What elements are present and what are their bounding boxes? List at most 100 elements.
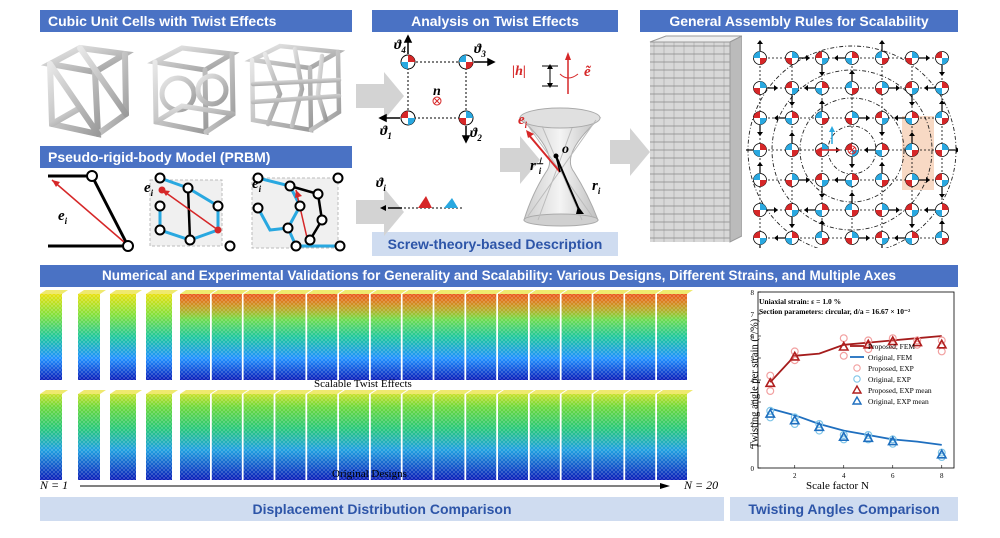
legend-entry: Proposed, FEM xyxy=(850,342,915,351)
lattice-displacement-block xyxy=(275,390,312,480)
lattice-displacement-block xyxy=(402,290,439,380)
data-point xyxy=(815,420,824,429)
data-point xyxy=(864,345,873,354)
prbm-link-diagram-2 xyxy=(149,172,236,252)
chart-y-axis-title: Twisting angle per strain (°/%) xyxy=(749,318,761,449)
lattice-displacement-block xyxy=(78,290,106,380)
y-tick-label: 5 xyxy=(751,355,755,363)
data-point xyxy=(888,334,897,343)
legend-label: Original, EXP xyxy=(868,375,911,384)
scalable-twist-label: Scalable Twist Effects xyxy=(314,378,412,390)
x-tick-label: 8 xyxy=(940,472,944,480)
lattice-displacement-block xyxy=(402,390,439,480)
series-original-exp-mean xyxy=(764,407,948,459)
prbm-label-e-3: ei xyxy=(252,176,262,194)
assembly-grid-diagram xyxy=(746,40,958,248)
lattice-displacement-block xyxy=(593,390,630,480)
lattice-tower-render xyxy=(649,35,742,243)
series-original-fem xyxy=(770,407,942,446)
rotation-marker-icon xyxy=(845,111,870,125)
y-tick-label: 8 xyxy=(751,289,755,297)
theta-1-label: ϑ1 xyxy=(380,124,392,141)
lattice-displacement-block xyxy=(529,390,566,480)
e-i-label: ei xyxy=(518,112,528,130)
data-point xyxy=(864,336,873,345)
lattice-displacement-block xyxy=(243,290,280,380)
chart-annotation-section: Section parameters: circular, d/a = 16.6… xyxy=(759,307,911,316)
lattice-displacement-block xyxy=(657,290,693,380)
rotation-marker-icon xyxy=(753,40,767,65)
lattice-displacement-block xyxy=(146,290,178,380)
rotation-marker-icon xyxy=(894,111,919,125)
rotation-marker-icon xyxy=(834,173,859,187)
original-designs-label: Original Designs xyxy=(332,468,407,480)
legend-label: Proposed, EXP mean xyxy=(868,386,932,395)
y-tick-label: 7 xyxy=(751,311,755,319)
prbm-link-diagram-3 xyxy=(251,172,346,252)
y-tick-label: 4 xyxy=(751,377,755,385)
rotation-marker-icon xyxy=(753,162,767,187)
rotation-marker-icon xyxy=(785,81,799,106)
data-point xyxy=(838,340,850,351)
legend-entry: Proposed, EXP mean xyxy=(851,384,932,395)
lattice-displacement-block xyxy=(625,390,662,480)
x-tick-label: 4 xyxy=(842,472,846,480)
rotation-marker-icon xyxy=(905,51,930,65)
y-tick-label: 2 xyxy=(751,421,755,429)
lattice-displacement-block xyxy=(625,290,662,380)
y-tick-label: 1 xyxy=(751,443,755,451)
rotation-marker-icon xyxy=(746,143,767,157)
rotation-marker-icon xyxy=(935,51,949,76)
rotation-marker-icon xyxy=(924,203,949,217)
chart-x-axis-title: Scale factor N xyxy=(806,480,869,492)
rotation-marker-icon xyxy=(785,203,799,228)
o-point-label: o xyxy=(562,142,569,157)
rotation-marker-icon xyxy=(864,143,889,157)
y-tick-label: 0 xyxy=(751,465,755,473)
rotation-marker-icon xyxy=(845,70,859,95)
rotation-marker-icon xyxy=(924,81,949,95)
rotation-marker-icon xyxy=(753,81,778,95)
lattice-displacement-block xyxy=(498,290,534,380)
lattice-displacement-block xyxy=(307,390,344,480)
theta-2-label: ϑ2 xyxy=(470,126,482,143)
rotation-marker-icon xyxy=(875,162,889,187)
banner-cubic-unit-cells: Cubic Unit Cells with Twist Effects xyxy=(40,10,352,32)
data-point xyxy=(838,431,850,441)
lattice-displacement-block xyxy=(561,390,598,480)
rotation-marker-icon xyxy=(834,51,859,65)
lattice-displacement-block xyxy=(498,390,534,480)
prbm-label-e-2: ei xyxy=(144,180,154,198)
data-point xyxy=(911,336,923,347)
chart-annotation-strain: Uniaxial strain: ε = 1.0 % xyxy=(759,297,842,306)
data-point xyxy=(937,336,946,345)
rotation-marker-icon xyxy=(753,231,767,248)
data-point xyxy=(887,335,899,346)
lattice-displacement-block xyxy=(180,290,216,380)
lattice-displacement-block xyxy=(211,290,248,380)
theta-i-diagram xyxy=(380,196,462,211)
legend-entry: Original, FEM xyxy=(850,353,912,362)
rotation-marker-icon xyxy=(905,173,930,187)
legend-entry: Original, EXP mean xyxy=(851,395,929,406)
data-point xyxy=(789,414,801,425)
rotation-marker-icon xyxy=(774,111,799,125)
lattice-displacement-block xyxy=(211,390,248,480)
series-line xyxy=(769,335,942,383)
rotation-marker-icon xyxy=(804,81,829,95)
lattice-displacement-block xyxy=(370,390,407,480)
data-point xyxy=(766,406,775,415)
theta-i-label: ϑi xyxy=(376,176,386,193)
legend-label: Original, EXP mean xyxy=(868,397,929,406)
data-point xyxy=(862,432,874,443)
r-perp-label: r⊥i xyxy=(530,156,544,176)
legend-entry: Proposed, EXP xyxy=(853,364,914,373)
lattice-displacement-block xyxy=(370,290,407,380)
data-point xyxy=(790,413,799,422)
rotation-marker-icon xyxy=(785,132,799,157)
data-point xyxy=(936,448,948,459)
banner-general-assembly: General Assembly Rules for Scalability xyxy=(640,10,958,32)
rotation-marker-icon xyxy=(785,173,810,187)
chart-legend: Proposed, FEM Original, FEM Proposed, EXP O… xyxy=(850,342,932,406)
